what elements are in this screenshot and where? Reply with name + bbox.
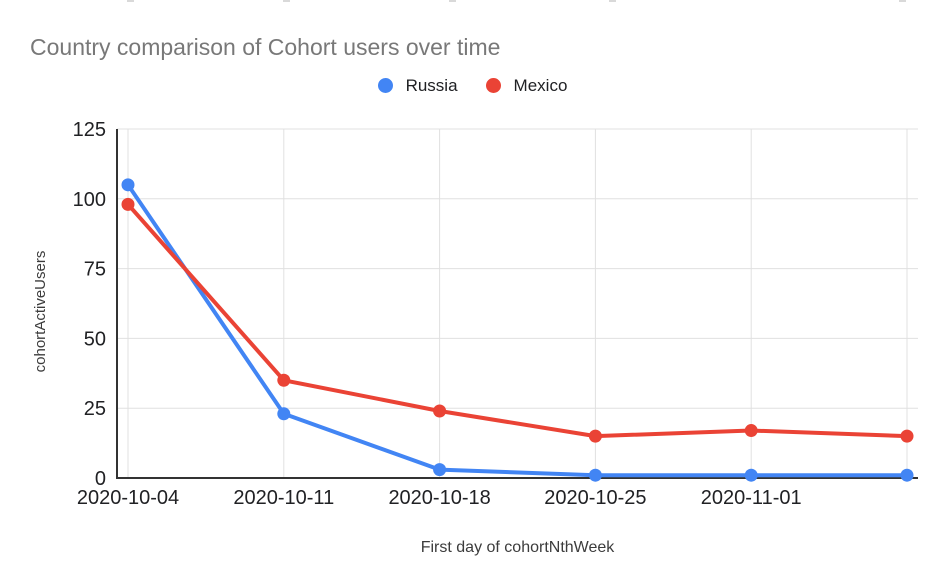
data-point-mexico[interactable] <box>277 373 291 387</box>
data-point-russia[interactable] <box>433 463 447 477</box>
data-point-russia[interactable] <box>121 178 135 192</box>
legend-item-russia[interactable]: Russia <box>377 75 458 96</box>
legend-label-russia: Russia <box>405 75 458 95</box>
data-point-mexico[interactable] <box>433 404 447 418</box>
chart-title: Country comparison of Cohort users over … <box>30 34 501 60</box>
data-point-mexico[interactable] <box>744 424 758 438</box>
x-tick-label: 2020-10-18 <box>388 487 490 509</box>
x-tick-label: 2020-10-04 <box>77 487 179 509</box>
series-line-russia <box>126 182 909 478</box>
crop-mark <box>899 0 906 2</box>
data-point-mexico[interactable] <box>121 197 135 211</box>
y-tick-label: 25 <box>84 398 106 420</box>
data-point-russia[interactable] <box>744 468 758 482</box>
x-axis-title: First day of cohortNthWeek <box>420 539 615 556</box>
data-point-mexico[interactable] <box>900 429 914 443</box>
x-tick-label: 2020-11-01 <box>701 487 802 509</box>
x-tick-label: 2020-10-25 <box>544 487 646 509</box>
legend-swatch-mexico-icon <box>485 78 501 93</box>
y-tick-label: 100 <box>73 189 106 211</box>
legend-swatch-russia-icon <box>377 78 393 93</box>
y-tick-label: 75 <box>84 259 106 281</box>
x-tick-label: 2020-10-11 <box>233 487 334 509</box>
series-line-mexico <box>126 202 909 439</box>
data-point-mexico[interactable] <box>588 429 602 443</box>
crop-mark <box>283 0 290 2</box>
y-tick-label: 125 <box>73 119 106 141</box>
crop-mark <box>449 0 456 2</box>
crop-mark <box>609 0 616 2</box>
y-tick-label: 50 <box>84 328 106 350</box>
data-point-russia[interactable] <box>588 468 602 482</box>
legend-label-mexico: Mexico <box>513 75 568 95</box>
crop-mark <box>127 0 134 2</box>
data-point-russia[interactable] <box>900 468 914 482</box>
y-tick-label: 0 <box>95 468 106 490</box>
legend-item-mexico[interactable]: Mexico <box>485 75 568 96</box>
data-point-russia[interactable] <box>277 407 291 421</box>
legend: Russia Mexico <box>0 76 945 95</box>
